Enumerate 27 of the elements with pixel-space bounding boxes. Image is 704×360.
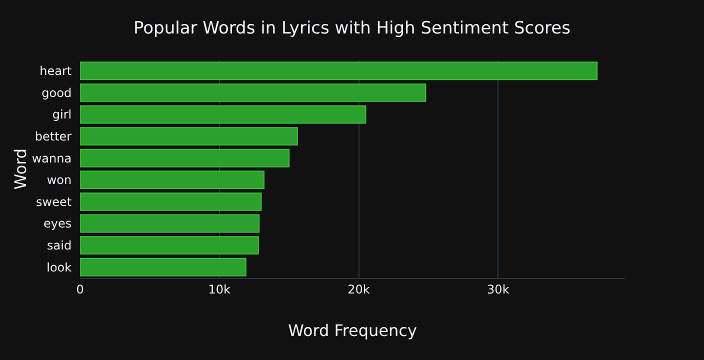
- x-tick-label: 20k: [348, 282, 370, 296]
- bar: [80, 62, 598, 80]
- y-tick-label: eyes: [43, 216, 72, 231]
- x-tick-label: 10k: [208, 282, 231, 296]
- y-tick-label: girl: [52, 108, 72, 122]
- y-tick-label: look: [46, 260, 72, 274]
- y-tick-label: better: [34, 130, 72, 144]
- bar: [80, 214, 260, 233]
- y-tick-label: said: [47, 238, 72, 252]
- y-tick-label: heart: [40, 64, 72, 78]
- bar: [80, 105, 366, 124]
- bar: [80, 83, 426, 102]
- bar: [80, 192, 262, 211]
- bar: [80, 170, 264, 190]
- y-tick-label: good: [42, 86, 72, 100]
- bar: [80, 127, 298, 146]
- y-tick-label: won: [46, 173, 72, 188]
- y-tick-label: wanna: [32, 151, 72, 166]
- bar: [80, 258, 246, 276]
- x-tick-label: 30k: [487, 282, 510, 296]
- x-axis-title: Word Frequency: [288, 321, 417, 340]
- chart-title: Popular Words in Lyrics with High Sentiment Scores: [134, 18, 571, 38]
- x-tick-label: 0: [76, 282, 84, 296]
- bar: [80, 236, 259, 255]
- y-axis-title: Word: [10, 148, 30, 190]
- bar: [80, 148, 290, 168]
- y-tick-label: sweet: [36, 194, 72, 209]
